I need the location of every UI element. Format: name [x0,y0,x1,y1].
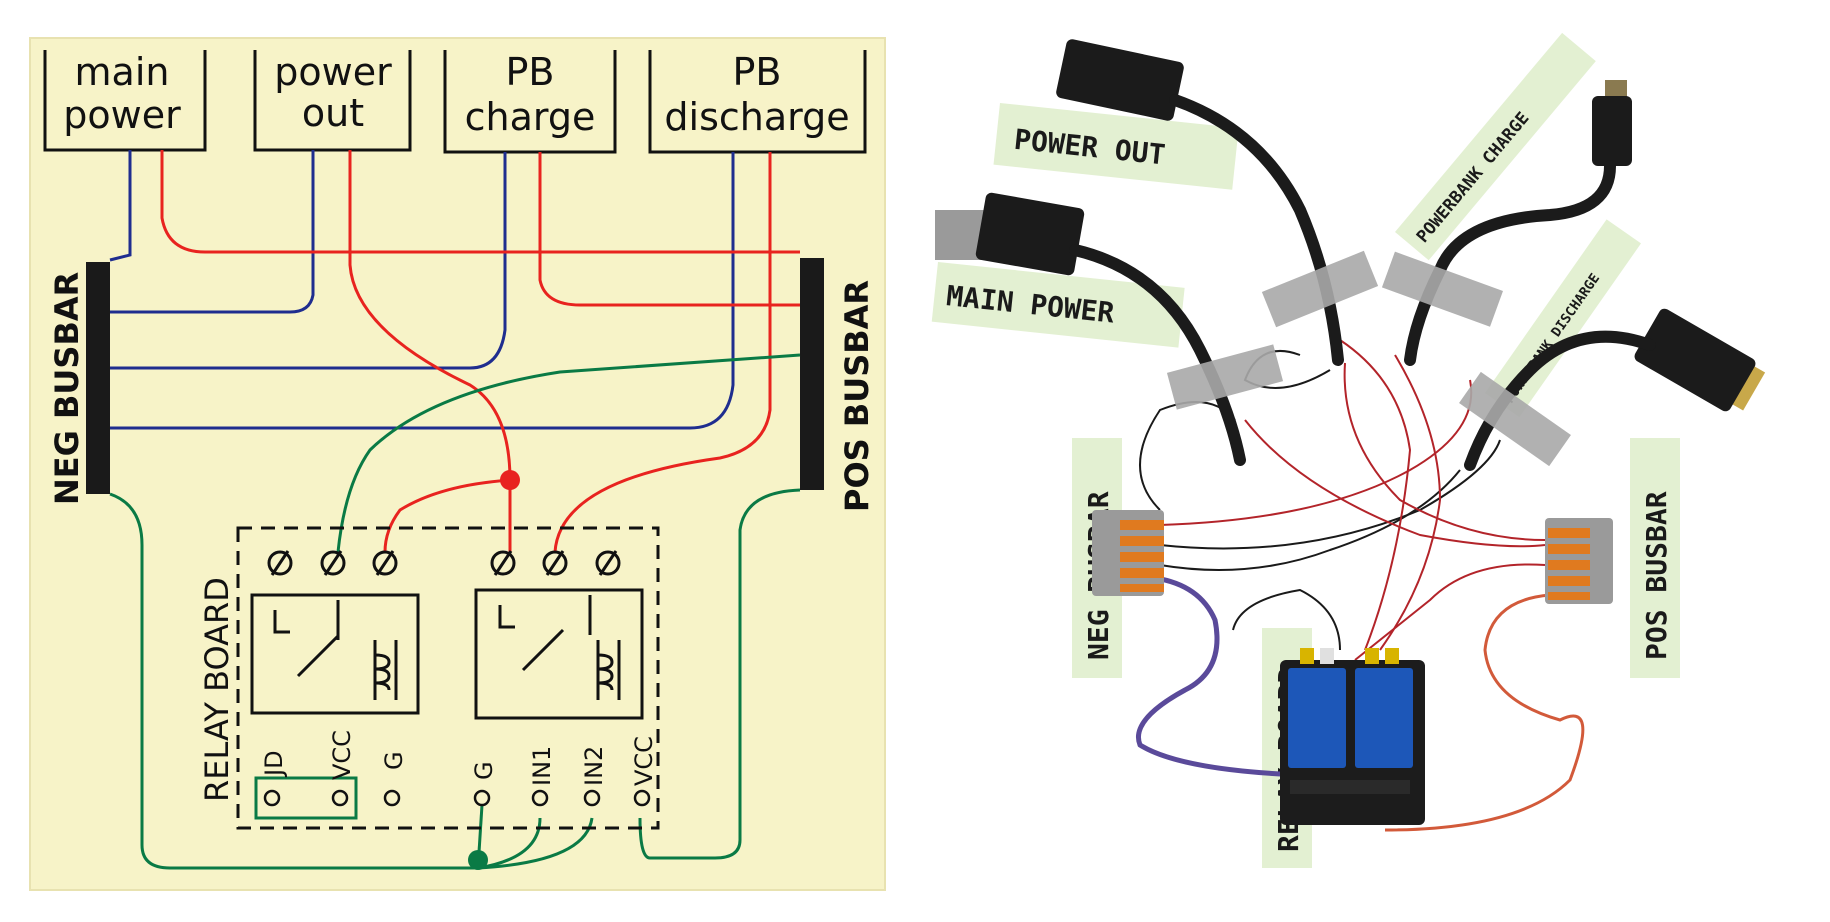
pin-in1: IN1 [528,746,556,786]
relay-pins [263,789,651,807]
power-out-text-1: power [274,50,392,94]
red-junction [500,470,520,490]
tape-pos-busbar-text: POS BUSBAR [1640,491,1673,660]
red-wires [160,150,800,553]
label-box-pb-charge [443,50,617,154]
relay-2-symbol [474,588,644,720]
green-junction [468,850,488,870]
relay-board-outline [236,526,660,830]
pb-discharge-text-2: discharge [664,95,849,139]
pos-busbar-connector [1545,518,1613,604]
label-box-pb-discharge [648,50,867,154]
main-power-text-1: main [75,50,170,94]
tape-power-out: POWER OUT [993,103,1239,190]
neg-busbar-text: NEG BUSBAR [48,272,86,505]
jumper-box [254,776,358,820]
pb-discharge-text-1: PB [733,50,782,94]
label-box-power-out [253,50,412,152]
pin-vcc-2: VCC [630,736,658,786]
green-wires [109,353,801,870]
pin-g-1: G [380,751,408,770]
powerbank-charge-cable [1404,80,1632,366]
relay-1-symbol [250,593,420,715]
pb-charge-text-2: charge [465,95,596,139]
neg-busbar-bar [86,262,110,494]
main-power-cable [935,192,1246,466]
tape-powerbank-charge-text: POWERBANK CHARGE [1413,109,1534,247]
blue-wires [109,150,735,430]
orange-wire [1384,593,1585,832]
tape-main-power: MAIN POWER [931,262,1185,348]
powerbank-discharge-cable [1464,308,1766,471]
jumper-wires [1139,339,1546,661]
pb-charge-text-1: PB [506,50,555,94]
pos-busbar-bar [800,258,824,490]
label-box-main-power [43,50,207,152]
power-out-cable [1056,39,1344,366]
wiring-sketch: main power power out PB charge PB discha… [29,37,886,891]
pin-in2: IN2 [580,746,608,786]
pin-jd: JD [260,750,288,778]
tape-pos-busbar: POS BUSBAR [1630,438,1680,678]
relay-board-photo [1280,648,1425,825]
assembly-photo: POWER OUT MAIN POWER POWERBANK CHARGE PO… [931,32,1766,868]
pos-busbar-text: POS BUSBAR [838,280,876,512]
neg-busbar-connector [1092,510,1164,596]
relay-board-text: RELAY BOARD [198,577,236,802]
relay-terminals [267,550,621,576]
main-power-text-2: power [63,93,181,137]
power-out-text-2: out [302,91,364,135]
sketch-paper [29,37,886,891]
gray-tape-strips [1166,250,1571,467]
pin-g-2: G [470,761,498,780]
pin-vcc-1: VCC [328,730,356,780]
